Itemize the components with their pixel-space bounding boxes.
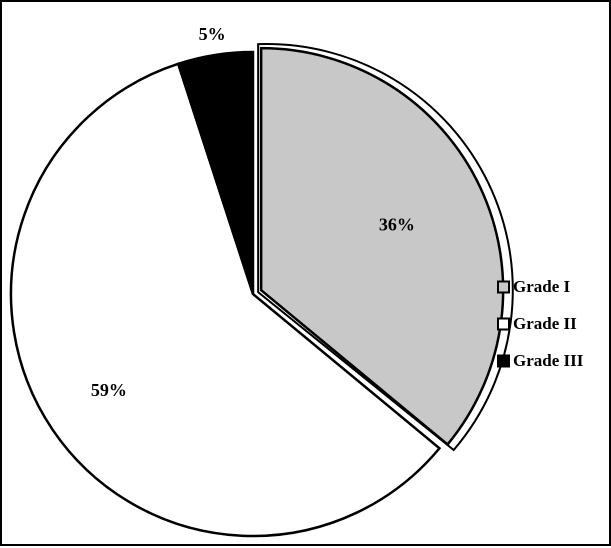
- legend: Grade I Grade II Grade III: [497, 277, 584, 370]
- legend-swatch-grade-ii: [497, 317, 510, 331]
- legend-swatch-grade-i: [497, 280, 510, 294]
- legend-label-grade-ii: Grade II: [513, 314, 577, 333]
- slice-grade-iii: [176, 50, 255, 295]
- legend-swatch-grade-iii: [497, 354, 510, 368]
- legend-label-grade-i: Grade I: [513, 277, 571, 296]
- slice-label-grade-iii: 5%: [199, 24, 226, 44]
- legend-label-grade-iii: Grade III: [513, 351, 584, 370]
- slice-grade-i: [259, 46, 505, 447]
- pie-slices: [9, 43, 514, 538]
- slice-label-grade-i: 36%: [379, 214, 415, 234]
- slice-label-grade-ii: 59%: [91, 380, 127, 400]
- slice-grade-ii: [9, 62, 442, 538]
- slice-labels: 36% 59% 5%: [91, 24, 415, 400]
